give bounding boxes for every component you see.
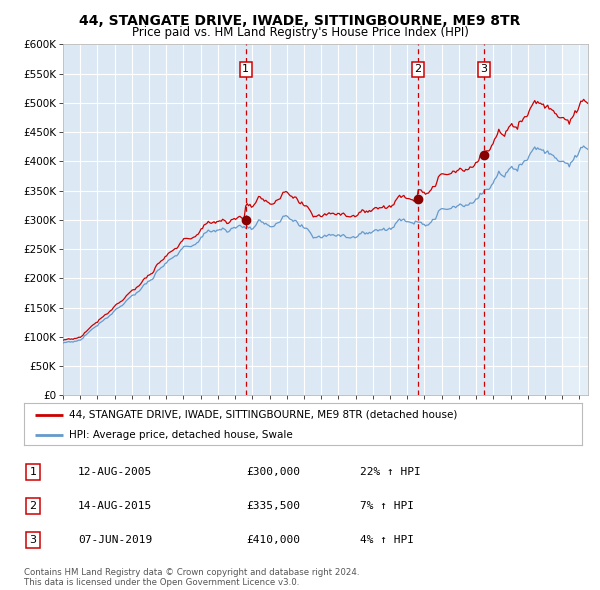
Text: 07-JUN-2019: 07-JUN-2019 (78, 535, 152, 545)
Text: 2: 2 (415, 64, 421, 74)
Text: Contains HM Land Registry data © Crown copyright and database right 2024.: Contains HM Land Registry data © Crown c… (24, 568, 359, 577)
Text: 12-AUG-2005: 12-AUG-2005 (78, 467, 152, 477)
Text: 4% ↑ HPI: 4% ↑ HPI (360, 535, 414, 545)
Text: £335,500: £335,500 (246, 501, 300, 511)
Text: 7% ↑ HPI: 7% ↑ HPI (360, 501, 414, 511)
Text: £300,000: £300,000 (246, 467, 300, 477)
Text: 3: 3 (29, 535, 37, 545)
Text: 2: 2 (29, 501, 37, 511)
Text: 14-AUG-2015: 14-AUG-2015 (78, 501, 152, 511)
Text: 1: 1 (242, 64, 250, 74)
Text: 22% ↑ HPI: 22% ↑ HPI (360, 467, 421, 477)
Text: Price paid vs. HM Land Registry's House Price Index (HPI): Price paid vs. HM Land Registry's House … (131, 26, 469, 39)
Text: This data is licensed under the Open Government Licence v3.0.: This data is licensed under the Open Gov… (24, 578, 299, 587)
Text: 3: 3 (480, 64, 487, 74)
Text: 44, STANGATE DRIVE, IWADE, SITTINGBOURNE, ME9 8TR (detached house): 44, STANGATE DRIVE, IWADE, SITTINGBOURNE… (68, 410, 457, 420)
Text: 44, STANGATE DRIVE, IWADE, SITTINGBOURNE, ME9 8TR: 44, STANGATE DRIVE, IWADE, SITTINGBOURNE… (79, 14, 521, 28)
Text: 1: 1 (29, 467, 37, 477)
Bar (562, 44, 588, 395)
Text: HPI: Average price, detached house, Swale: HPI: Average price, detached house, Swal… (68, 430, 292, 440)
Text: £410,000: £410,000 (246, 535, 300, 545)
